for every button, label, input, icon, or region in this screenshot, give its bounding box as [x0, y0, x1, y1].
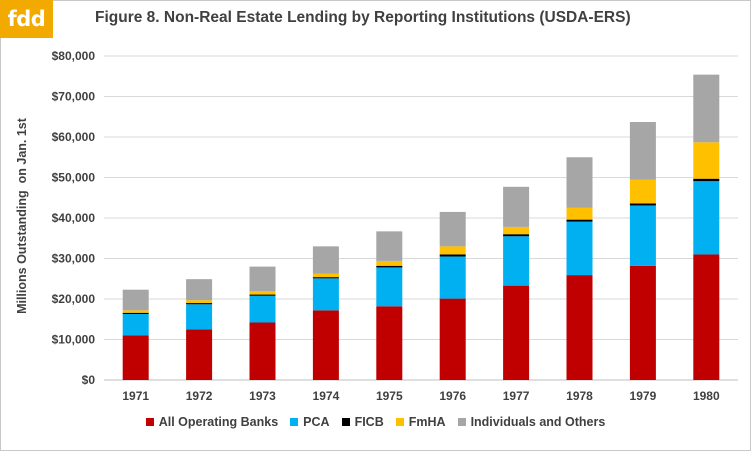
- legend-item-all-operating-banks: All Operating Banks: [145, 415, 279, 429]
- x-tick-label: 1971: [122, 389, 149, 403]
- bar-fmha-1977: [503, 226, 530, 235]
- bar-pca-1977: [503, 236, 530, 286]
- bar-all-operating-banks-1971: [122, 335, 149, 380]
- bar-individuals-and-others-1974: [312, 246, 339, 274]
- bar-fmha-1979: [629, 179, 656, 204]
- legend-label: PCA: [303, 415, 330, 429]
- legend-swatch: [341, 418, 350, 426]
- bar-all-operating-banks-1977: [503, 285, 530, 380]
- legend-item-individuals-and-others: Individuals and Others: [457, 415, 606, 429]
- bar-fmha-1973: [249, 291, 276, 295]
- legend: All Operating Banks PCA FICB FmHA Individual…: [0, 415, 751, 429]
- x-tick-label: 1972: [186, 389, 213, 403]
- y-tick-labels: $0 $10,000 $20,000 $30,000 $40,000 $50,000 $60…: [52, 49, 96, 387]
- bar-pca-1975: [376, 267, 403, 307]
- bar-all-operating-banks-1980: [693, 254, 720, 380]
- y-tick-label: $30,000: [52, 252, 96, 266]
- bar-individuals-and-others-1972: [186, 279, 213, 301]
- bar-pca-1976: [439, 256, 466, 299]
- bar-ficb-1973: [249, 294, 276, 296]
- bar-pca-1972: [186, 304, 213, 330]
- x-tick-labels: 1971 1972 1973 1974 1975 1976 1977 1978 1979 1980: [122, 389, 720, 403]
- y-tick-label: $80,000: [52, 49, 96, 63]
- bar-pca-1979: [629, 205, 656, 266]
- bar-ficb-1976: [439, 254, 466, 257]
- y-tick-label: $50,000: [52, 171, 96, 185]
- legend-swatch: [457, 418, 466, 426]
- bar-all-operating-banks-1979: [629, 265, 656, 380]
- fdd-logo: fdd: [0, 0, 53, 38]
- x-tick-label: 1980: [693, 389, 720, 403]
- bar-pca-1980: [693, 181, 720, 255]
- bar-pca-1974: [312, 278, 339, 311]
- y-tick-label: $10,000: [52, 333, 96, 347]
- chart-title: Figure 8. Non-Real Estate Lending by Rep…: [95, 9, 631, 26]
- bars: [122, 74, 720, 380]
- legend-item-pca: PCA: [290, 415, 330, 429]
- bar-fmha-1971: [122, 310, 149, 313]
- bar-pca-1973: [249, 295, 276, 323]
- bar-ficb-1977: [503, 234, 530, 237]
- legend-swatch: [145, 418, 154, 426]
- bar-individuals-and-others-1977: [503, 186, 530, 227]
- bar-fmha-1974: [312, 273, 339, 278]
- legend-swatch: [395, 418, 404, 426]
- legend-label: Individuals and Others: [470, 415, 606, 429]
- bar-all-operating-banks-1973: [249, 322, 276, 380]
- x-tick-label: 1973: [249, 389, 276, 403]
- y-tick-label: $20,000: [52, 292, 96, 306]
- x-tick-label: 1975: [376, 389, 403, 403]
- bar-fmha-1980: [693, 142, 720, 179]
- bar-pca-1971: [122, 313, 149, 336]
- legend-item-ficb: FICB: [341, 415, 384, 429]
- bar-fmha-1976: [439, 246, 466, 255]
- bar-individuals-and-others-1980: [693, 74, 720, 143]
- legend-label: FICB: [354, 415, 384, 429]
- bar-all-operating-banks-1975: [376, 306, 403, 380]
- bar-all-operating-banks-1978: [566, 275, 593, 380]
- y-tick-label: $0: [82, 373, 96, 387]
- logo-text: fdd: [7, 7, 46, 31]
- bar-individuals-and-others-1973: [249, 266, 276, 292]
- bar-individuals-and-others-1978: [566, 157, 593, 208]
- x-tick-label: 1976: [439, 389, 466, 403]
- x-tick-label: 1974: [313, 389, 340, 403]
- bar-fmha-1975: [376, 260, 403, 266]
- bar-individuals-and-others-1976: [439, 211, 466, 247]
- bar-fmha-1972: [186, 300, 213, 304]
- bar-all-operating-banks-1972: [186, 329, 213, 380]
- bar-individuals-and-others-1971: [122, 289, 149, 311]
- y-tick-label: $60,000: [52, 130, 96, 144]
- legend-label: FmHA: [408, 415, 446, 429]
- x-tick-label: 1978: [566, 389, 593, 403]
- bar-ficb-1975: [376, 265, 403, 268]
- bar-ficb-1972: [186, 303, 213, 305]
- bar-pca-1978: [566, 221, 593, 276]
- legend-swatch: [290, 418, 299, 426]
- bar-ficb-1974: [312, 277, 339, 279]
- bar-fmha-1978: [566, 207, 593, 220]
- x-tick-label: 1979: [630, 389, 657, 403]
- bar-individuals-and-others-1979: [629, 122, 656, 180]
- y-tick-label: $40,000: [52, 211, 96, 225]
- legend-label: All Operating Banks: [158, 415, 279, 429]
- bar-individuals-and-others-1975: [376, 231, 403, 261]
- bar-all-operating-banks-1976: [439, 298, 466, 380]
- bar-all-operating-banks-1974: [312, 310, 339, 380]
- bar-ficb-1980: [693, 178, 720, 182]
- bar-ficb-1979: [629, 203, 656, 206]
- y-tick-label: $70,000: [52, 90, 96, 104]
- legend-item-fmha: FmHA: [395, 415, 446, 429]
- x-tick-label: 1977: [503, 389, 530, 403]
- bar-ficb-1971: [122, 312, 149, 314]
- bar-ficb-1978: [566, 219, 593, 222]
